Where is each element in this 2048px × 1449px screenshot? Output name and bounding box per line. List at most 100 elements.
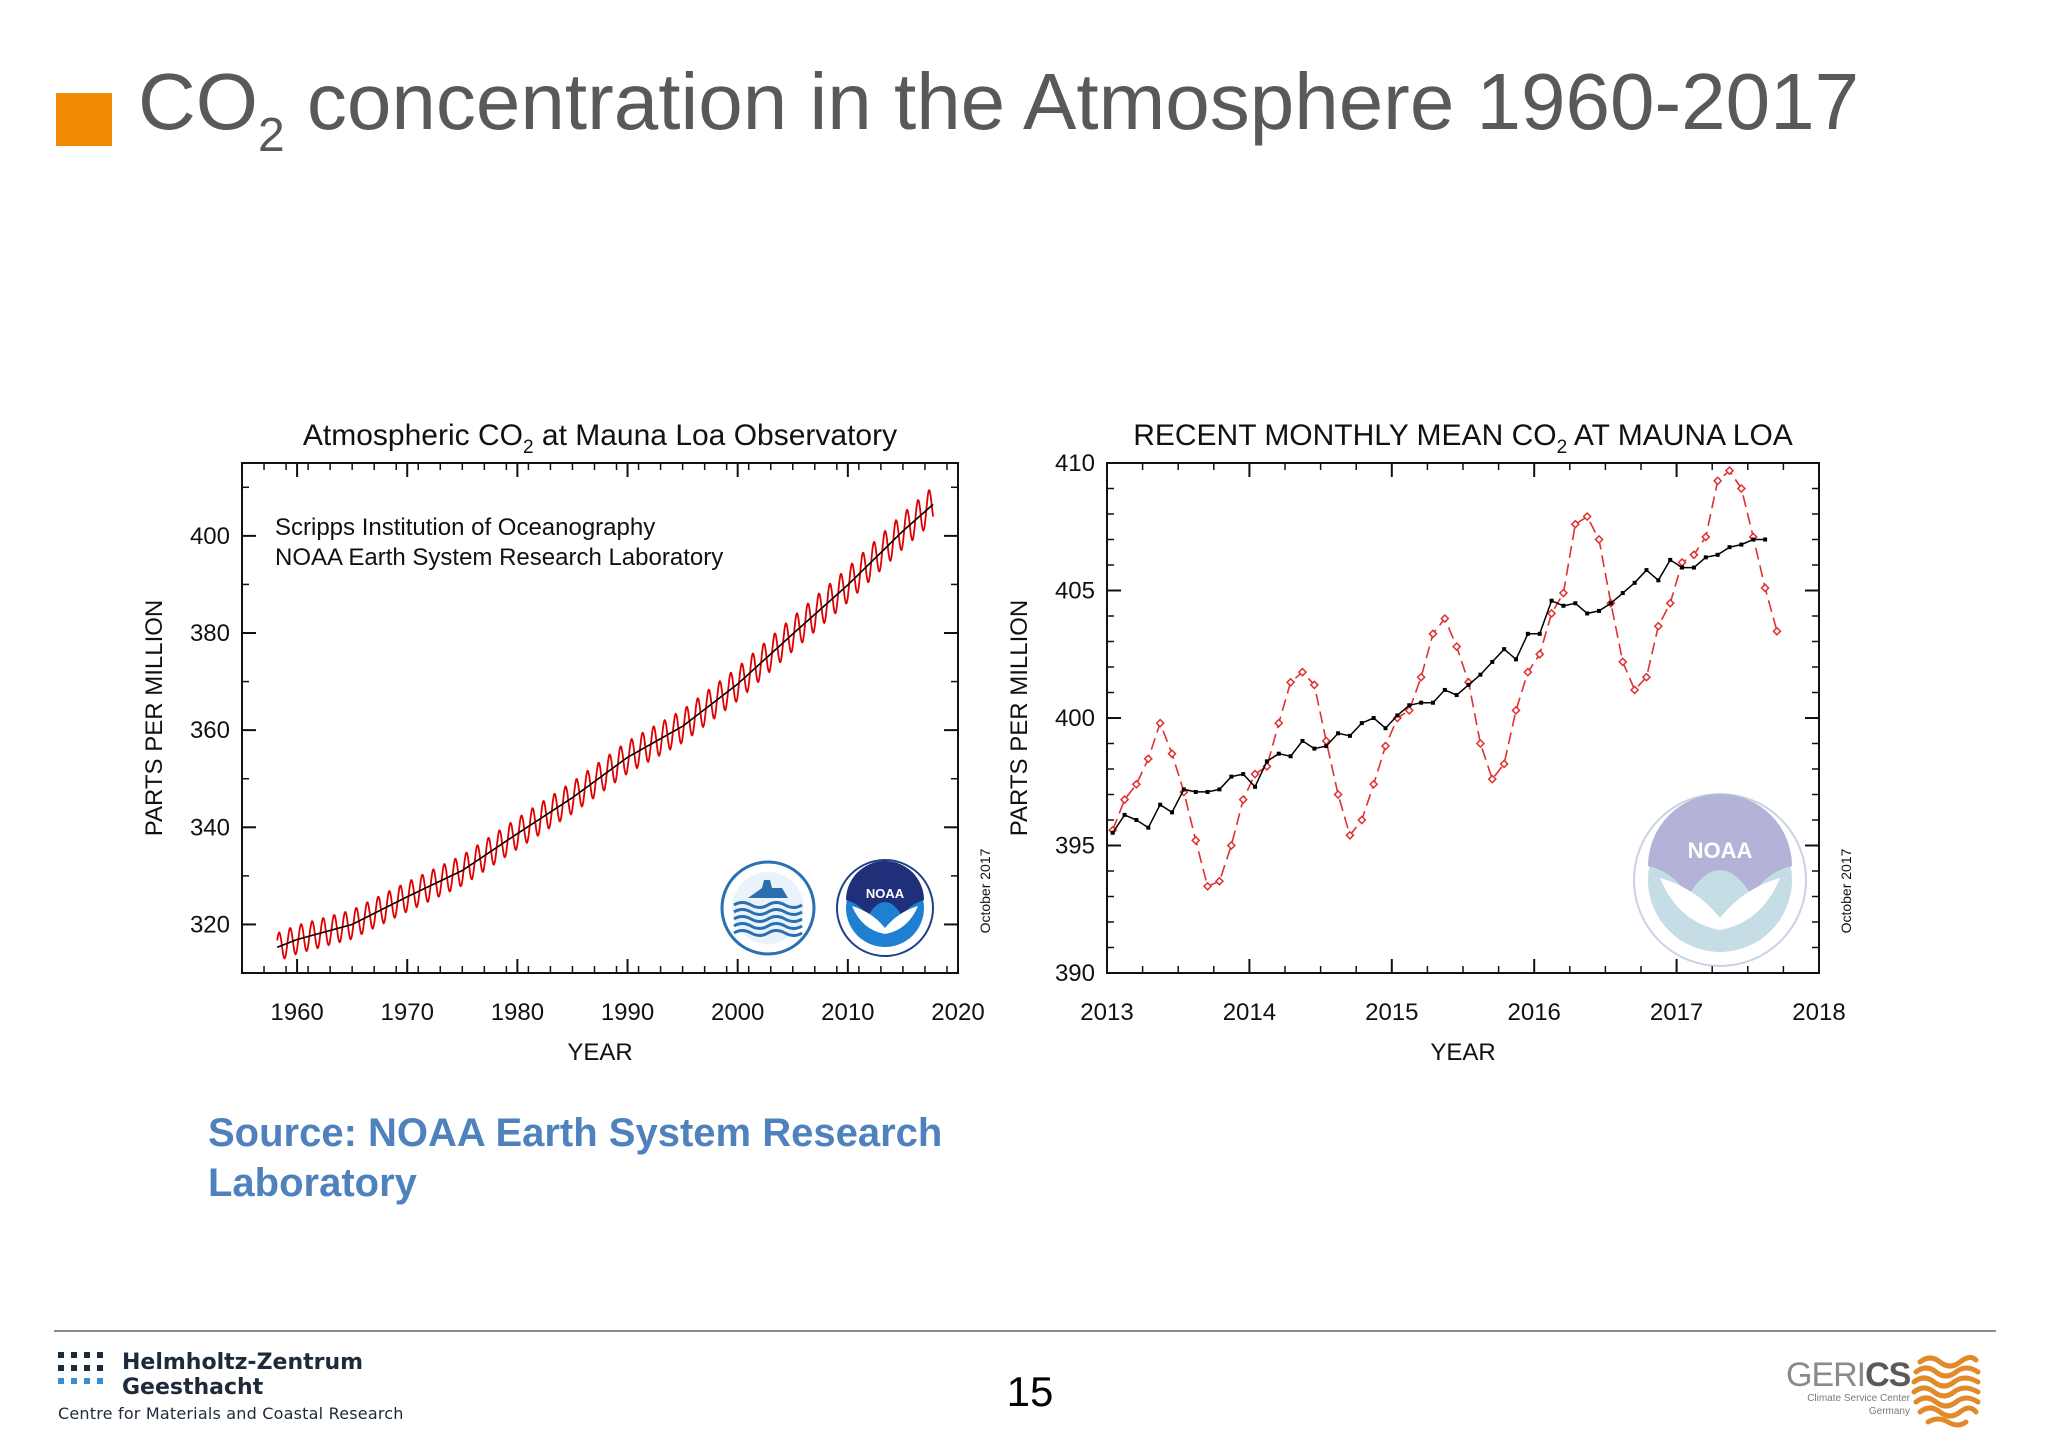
right-chart-ytick-label: 400	[1055, 705, 1095, 732]
gerics-logo-text: GERICS	[1786, 1356, 1911, 1395]
right-chart-point-monthly	[1487, 774, 1497, 784]
right-chart-point-trend	[1525, 631, 1530, 636]
left-chart-annotation-1: Scripps Institution of Oceanography	[275, 514, 655, 541]
right-chart-point-monthly	[1143, 754, 1153, 764]
right-chart-point-monthly	[1226, 840, 1236, 851]
left-chart-title: Atmospheric CO2 at Mauna Loa Observatory	[303, 419, 897, 458]
right-chart-point-trend	[1727, 545, 1732, 550]
right-chart-point-monthly	[1701, 532, 1711, 542]
right-chart-point-monthly	[1582, 511, 1592, 522]
ucsd-logo-wave	[733, 922, 803, 930]
right-chart-point-monthly	[1309, 680, 1319, 690]
right-chart-title-rest: AT MAUNA LOA	[1567, 419, 1793, 452]
right-chart-point-monthly	[1416, 672, 1426, 682]
helmholtz-subtitle: Centre for Materials and Coastal Researc…	[58, 1404, 404, 1423]
title-subscript: 2	[258, 109, 285, 162]
right-chart-point-trend	[1478, 672, 1483, 677]
right-chart-point-trend	[1170, 810, 1175, 815]
noaa-small-top	[846, 861, 924, 916]
right-chart-point-trend	[1668, 557, 1673, 562]
right-chart-point-trend	[1454, 693, 1459, 698]
right-chart-point-monthly	[1214, 876, 1225, 886]
right-chart-point-trend	[1466, 682, 1471, 687]
right-chart-point-trend	[1502, 647, 1507, 652]
right-chart-point-trend	[1490, 659, 1495, 664]
right-chart-point-monthly	[1677, 557, 1687, 568]
left-chart-ytick-label: 380	[190, 620, 230, 647]
helmholtz-line2: Geesthacht	[122, 1375, 264, 1400]
noaa-small-text: NOAA	[866, 886, 905, 901]
right-chart-point-monthly	[1286, 677, 1296, 687]
left-chart-series-trend	[276, 503, 934, 949]
noaa-small-bird	[852, 906, 918, 934]
right-chart-point-trend	[1229, 774, 1234, 779]
right-chart-point-trend	[1632, 580, 1637, 585]
ucsd-logo-icon	[720, 860, 816, 956]
right-chart-point-monthly	[1428, 629, 1438, 639]
right-chart-point-trend	[1300, 738, 1305, 743]
right-chart-point-monthly	[1772, 626, 1782, 636]
page-number: 15	[1006, 1368, 1054, 1415]
right-chart-point-trend	[1573, 601, 1578, 606]
ucsd-logo-wave	[733, 908, 803, 916]
right-chart-point-trend	[1585, 611, 1590, 616]
right-chart-point-monthly	[1297, 667, 1308, 677]
right-chart-point-monthly	[1404, 705, 1414, 715]
right-chart-point-monthly	[1523, 667, 1533, 677]
right-chart-point-monthly	[1558, 588, 1569, 598]
ucsd-logo-wave	[733, 901, 803, 909]
right-chart-point-trend	[1181, 787, 1186, 792]
right-chart-point-trend	[1763, 537, 1768, 542]
gerics-word-bold: CS	[1865, 1356, 1911, 1394]
right-chart-point-trend	[1146, 825, 1151, 830]
right-chart-point-trend	[1359, 721, 1364, 726]
right-chart-point-trend	[1264, 759, 1269, 764]
right-chart-point-trend	[1691, 565, 1696, 570]
right-chart-point-trend	[1383, 726, 1388, 731]
right-chart-point-monthly	[1131, 779, 1142, 789]
helmholtz-line1: Helmholtz-Zentrum	[122, 1350, 364, 1375]
source-text: Source: NOAA Earth System Research Labor…	[208, 1111, 943, 1205]
left-chart-xtick-label: 2010	[821, 999, 874, 1026]
left-chart-xtick-label: 1960	[270, 999, 323, 1026]
right-chart-point-trend	[1371, 716, 1376, 720]
left-chart-ytick-label: 320	[190, 911, 230, 938]
left-chart-xtick-label: 1980	[491, 999, 544, 1026]
gerics-subtitle: Climate Service Center Germany	[1790, 1392, 1910, 1418]
right-chart-point-trend	[1241, 772, 1246, 777]
right-chart-point-monthly	[1724, 466, 1735, 476]
gerics-sub1: Climate Service Center	[1807, 1393, 1910, 1404]
noaa-large-top	[1648, 794, 1792, 896]
right-chart-point-monthly	[1570, 519, 1580, 529]
right-chart-point-monthly	[1511, 705, 1521, 715]
right-chart-point-monthly	[1357, 815, 1367, 825]
right-chart-point-monthly	[1119, 795, 1130, 805]
right-chart-ytick-label: 405	[1055, 578, 1095, 605]
helmholtz-name: Helmholtz-Zentrum Geesthacht	[122, 1350, 363, 1400]
left-chart-ytick-label: 340	[190, 814, 230, 841]
left-chart-ylabel: PARTS PER MILLION	[141, 600, 168, 837]
noaa-logo-icon-large	[1633, 793, 1807, 967]
right-chart-point-trend	[1739, 542, 1744, 547]
right-chart-point-trend	[1395, 713, 1400, 718]
title-rest: concentration in the Atmosphere 1960-201…	[284, 57, 1860, 146]
right-chart-xtick-label: 2015	[1365, 999, 1418, 1026]
right-chart-xlabel: YEAR	[1430, 1039, 1495, 1066]
right-chart-point-trend	[1751, 537, 1756, 542]
right-chart-point-trend	[1537, 631, 1542, 636]
right-chart-ylabel: PARTS PER MILLION	[1006, 600, 1033, 837]
title-bullet-square	[56, 93, 112, 146]
right-chart-point-trend	[1644, 568, 1649, 573]
right-chart-point-monthly	[1202, 881, 1213, 891]
left-chart-ytick-label: 400	[190, 523, 230, 550]
right-chart-title-sub: 2	[1557, 437, 1568, 458]
right-chart-point-trend	[1312, 746, 1317, 751]
right-chart-title-main: RECENT MONTHLY MEAN CO	[1133, 419, 1556, 452]
right-chart-point-trend	[1549, 598, 1554, 603]
right-chart-point-trend	[1205, 789, 1210, 794]
left-chart-title-sub: 2	[523, 437, 534, 458]
right-chart-point-monthly	[1618, 657, 1628, 667]
right-chart-ytick-label: 395	[1055, 833, 1095, 860]
